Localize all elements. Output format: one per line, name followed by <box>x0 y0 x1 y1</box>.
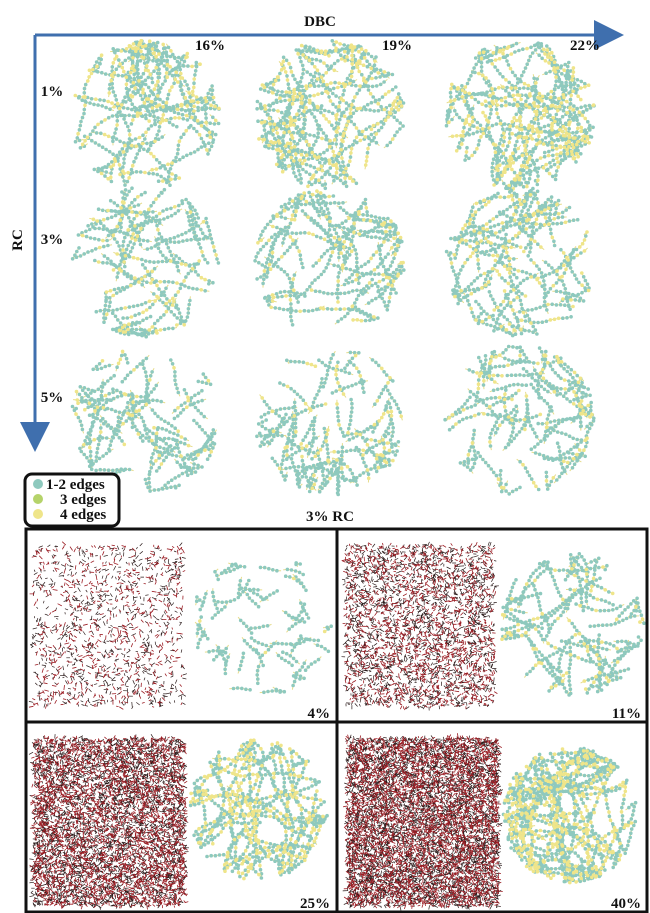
legend-label: 3 edges <box>60 492 106 508</box>
network-nodes <box>445 347 594 494</box>
network-nodes <box>73 355 215 491</box>
microstructure <box>29 543 187 709</box>
panel-label: 25% <box>300 896 330 912</box>
column-label: 19% <box>382 38 412 54</box>
column-label: 16% <box>195 38 225 54</box>
network-nodes <box>255 193 404 325</box>
x-axis-label: DBC <box>304 14 336 30</box>
panel-grid <box>26 529 647 912</box>
section-title: 3% RC <box>306 509 354 525</box>
legend-swatch <box>33 509 43 519</box>
network-nodes <box>197 563 332 692</box>
legend: 1-2 edges 3 edges 4 edges <box>25 474 119 526</box>
legend-swatch <box>33 494 43 504</box>
network-nodes <box>257 41 403 189</box>
row-label: 5% <box>41 390 64 406</box>
panel-label: 40% <box>611 896 641 912</box>
legend-swatch <box>33 479 43 489</box>
network-nodes <box>73 188 219 337</box>
legend-label: 1-2 edges <box>46 477 105 493</box>
legend-label: 4 edges <box>60 507 106 523</box>
row-label: 1% <box>41 84 64 100</box>
panel-label: 11% <box>612 706 641 722</box>
row-label: 3% <box>41 232 64 248</box>
y-axis-label: RC <box>10 229 26 251</box>
figure: DBC RC 16% 19% 22% 1% 3% 5% 1-2 edges 3 … <box>0 0 650 913</box>
network-nodes <box>76 41 220 185</box>
network-nodes <box>447 188 589 335</box>
panel-label: 4% <box>308 706 331 722</box>
column-label: 22% <box>570 38 600 54</box>
microstructure <box>29 542 185 710</box>
